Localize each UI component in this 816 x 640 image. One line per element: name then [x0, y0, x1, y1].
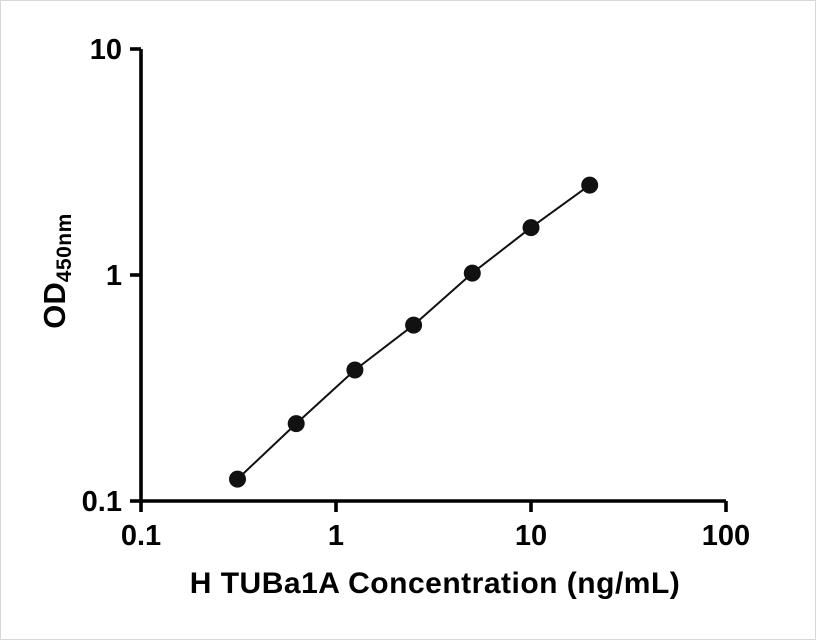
y-axis-title-main: OD [37, 282, 72, 329]
y-axis-title-subscript: 450nm [53, 213, 76, 283]
x-axis-title: H TUBa1A Concentration (ng/mL) [189, 567, 681, 600]
y-tick-label: 10 [90, 34, 122, 66]
x-tick-label: 100 [702, 520, 750, 552]
x-tick-label: 1 [328, 520, 344, 552]
data-point-marker [346, 361, 364, 379]
y-tick-label: 1 [106, 260, 122, 292]
x-tick-label: 10 [515, 520, 547, 552]
y-axis-title: OD450nm [37, 213, 76, 329]
data-point-marker [405, 316, 423, 334]
data-point-marker [287, 415, 305, 433]
data-point-marker [581, 176, 599, 194]
data-point-marker [229, 470, 246, 488]
data-point-marker [463, 264, 481, 282]
data-point-marker [522, 219, 540, 237]
y-tick-label: 0.1 [82, 486, 122, 518]
x-tick-label: 0.1 [121, 520, 161, 552]
